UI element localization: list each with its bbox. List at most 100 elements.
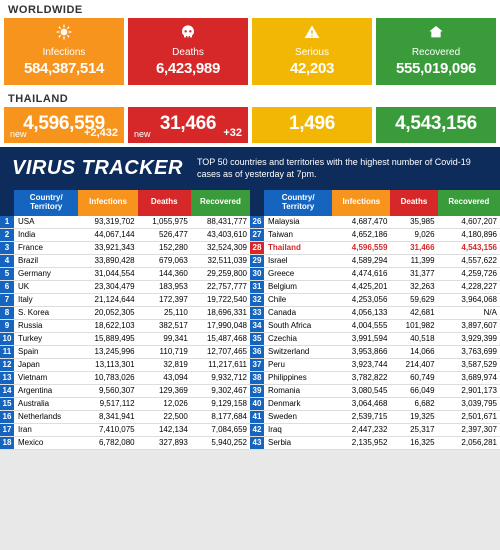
table-row: 12Japan13,113,30132,81911,217,611	[0, 358, 250, 371]
cell-recovered: 8,177,684	[191, 410, 250, 423]
table-row: 36Switzerland3,953,86614,0663,763,699	[250, 345, 500, 358]
cell-deaths: 144,360	[138, 267, 191, 280]
stat-delta: +32	[223, 127, 242, 139]
cell-deaths: 679,063	[138, 254, 191, 267]
cell-deaths: 35,985	[390, 216, 437, 229]
cell-recovered: 4,607,207	[438, 216, 500, 229]
cell-country: Turkey	[14, 332, 78, 345]
cell-deaths: 22,500	[138, 410, 191, 423]
cell-country: Greece	[264, 267, 332, 280]
table-row: 3France33,921,343152,28032,524,309	[0, 241, 250, 254]
cell-country: Belgium	[264, 280, 332, 293]
cell-recovered: 2,056,281	[438, 436, 500, 449]
thailand-label: THAILAND	[0, 89, 500, 107]
cell-recovered: 3,929,399	[438, 332, 500, 345]
cell-infections: 8,341,941	[78, 410, 137, 423]
col-recovered: Recovered	[191, 190, 250, 216]
table-row: 8S. Korea20,052,30525,11018,696,331	[0, 306, 250, 319]
cell-infections: 3,923,744	[332, 358, 390, 371]
cell-infections: 6,782,080	[78, 436, 137, 449]
table-row: 42Iraq2,447,23225,3172,397,307	[250, 423, 500, 436]
cell-recovered: 2,397,307	[438, 423, 500, 436]
cell-infections: 33,890,428	[78, 254, 137, 267]
cell-country: Sweden	[264, 410, 332, 423]
table-row: 32Chile4,253,05659,6293,964,068	[250, 293, 500, 306]
cell-rank: 1	[0, 216, 14, 229]
col-recovered: Recovered	[438, 190, 500, 216]
tracker-tables: Country/TerritoryInfectionsDeathsRecover…	[0, 190, 500, 450]
cell-recovered: N/A	[438, 306, 500, 319]
cell-rank: 18	[0, 436, 14, 449]
col-country: Country/Territory	[14, 190, 78, 216]
cell-recovered: 9,302,467	[191, 384, 250, 397]
table-row: 31Belgium4,425,20132,2634,228,227	[250, 280, 500, 293]
cell-deaths: 19,325	[390, 410, 437, 423]
cell-rank: 42	[250, 423, 264, 436]
cell-recovered: 2,901,173	[438, 384, 500, 397]
cell-infections: 4,596,559	[332, 241, 390, 254]
worldwide-stat-serious: Serious42,203	[252, 18, 372, 85]
cell-deaths: 129,369	[138, 384, 191, 397]
table-row: 4Brazil33,890,428679,06332,511,039	[0, 254, 250, 267]
table-row: 1USA93,319,7021,055,97588,431,777	[0, 216, 250, 229]
cell-country: Japan	[14, 358, 78, 371]
cell-rank: 12	[0, 358, 14, 371]
worldwide-stats: Infections584,387,514Deaths6,423,989Seri…	[0, 18, 500, 89]
cell-recovered: 4,180,896	[438, 228, 500, 241]
cell-deaths: 16,325	[390, 436, 437, 449]
cell-recovered: 3,039,795	[438, 397, 500, 410]
cell-infections: 20,052,305	[78, 306, 137, 319]
thailand-stat-2: 1,496	[252, 107, 372, 143]
thailand-stat-1: 31,466new+32	[128, 107, 248, 143]
cell-country: Malaysia	[264, 216, 332, 229]
table-row: 16Netherlands8,341,94122,5008,177,684	[0, 410, 250, 423]
cell-infections: 7,410,075	[78, 423, 137, 436]
stat-sub: new	[10, 129, 27, 139]
cell-deaths: 101,982	[390, 319, 437, 332]
cell-rank: 7	[0, 293, 14, 306]
cell-deaths: 25,317	[390, 423, 437, 436]
cell-rank: 8	[0, 306, 14, 319]
cell-rank: 39	[250, 384, 264, 397]
cell-recovered: 12,707,465	[191, 345, 250, 358]
cell-deaths: 31,377	[390, 267, 437, 280]
cell-deaths: 66,049	[390, 384, 437, 397]
cell-deaths: 172,397	[138, 293, 191, 306]
cell-infections: 4,253,056	[332, 293, 390, 306]
cell-rank: 36	[250, 345, 264, 358]
cell-infections: 4,652,186	[332, 228, 390, 241]
cell-recovered: 7,084,659	[191, 423, 250, 436]
cell-country: Israel	[264, 254, 332, 267]
cell-infections: 4,589,294	[332, 254, 390, 267]
cell-rank: 32	[250, 293, 264, 306]
cell-infections: 3,080,545	[332, 384, 390, 397]
cell-infections: 4,687,470	[332, 216, 390, 229]
cell-country: Chile	[264, 293, 332, 306]
cell-recovered: 4,228,227	[438, 280, 500, 293]
cell-recovered: 3,964,068	[438, 293, 500, 306]
cell-infections: 3,991,594	[332, 332, 390, 345]
cell-deaths: 40,518	[390, 332, 437, 345]
cell-deaths: 183,953	[138, 280, 191, 293]
cell-recovered: 3,763,699	[438, 345, 500, 358]
cell-rank: 16	[0, 410, 14, 423]
stat-label: Recovered	[380, 47, 492, 58]
cell-rank: 29	[250, 254, 264, 267]
cell-rank: 27	[250, 228, 264, 241]
cell-deaths: 60,749	[390, 371, 437, 384]
tracker-title: VIRUS TRACKER	[6, 155, 189, 182]
stat-label: Deaths	[132, 47, 244, 58]
cell-country: Iran	[14, 423, 78, 436]
cell-deaths: 14,066	[390, 345, 437, 358]
cell-recovered: 22,757,777	[191, 280, 250, 293]
cell-recovered: 88,431,777	[191, 216, 250, 229]
cell-rank: 13	[0, 371, 14, 384]
cell-recovered: 9,932,712	[191, 371, 250, 384]
table-row: 5Germany31,044,554144,36029,259,800	[0, 267, 250, 280]
cell-country: Iraq	[264, 423, 332, 436]
tracker-table-right: Country/TerritoryInfectionsDeathsRecover…	[250, 190, 500, 450]
col-rank	[250, 190, 264, 216]
cell-country: Denmark	[264, 397, 332, 410]
stat-sub: new	[134, 129, 151, 139]
cell-recovered: 43,403,610	[191, 228, 250, 241]
